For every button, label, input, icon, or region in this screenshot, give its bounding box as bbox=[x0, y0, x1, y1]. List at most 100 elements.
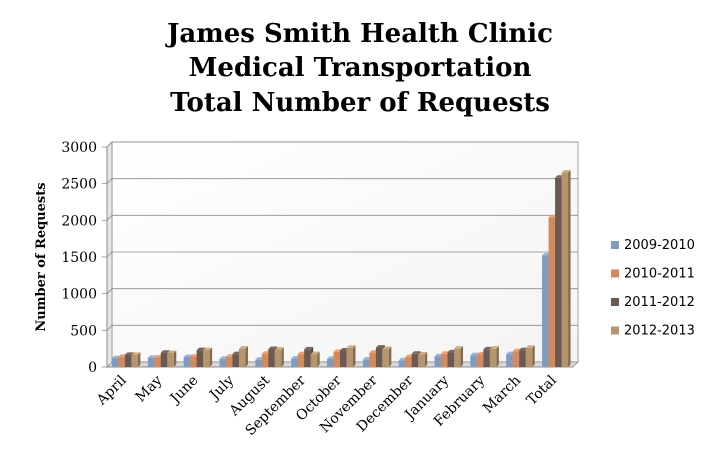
bar bbox=[310, 351, 320, 367]
bar-front bbox=[160, 352, 168, 367]
legend-item: 2012-2013 bbox=[611, 324, 695, 339]
bar-top bbox=[346, 345, 356, 348]
bar-front bbox=[561, 172, 569, 367]
legend: 2009-2010 2010-2011 2011-2012 2012-2013 bbox=[611, 238, 695, 339]
bar-front bbox=[225, 356, 233, 367]
bar bbox=[561, 170, 571, 367]
bar-top bbox=[147, 355, 157, 358]
bar-front bbox=[375, 347, 383, 367]
bar-front bbox=[111, 358, 119, 367]
bar-front bbox=[196, 350, 204, 367]
bar-front bbox=[167, 353, 174, 367]
bar bbox=[131, 352, 141, 367]
bar-front bbox=[131, 354, 138, 367]
bar-top bbox=[196, 347, 206, 351]
bar-side bbox=[173, 350, 177, 367]
bar-side bbox=[532, 345, 535, 367]
legend-item: 2010-2011 bbox=[611, 267, 695, 282]
bar-side bbox=[353, 345, 356, 367]
bar-top bbox=[304, 346, 314, 350]
legend-label: 2012-2013 bbox=[624, 324, 695, 339]
x-tick-label: May bbox=[133, 372, 166, 405]
bar bbox=[346, 345, 356, 367]
bar-top bbox=[160, 350, 170, 353]
bar-side bbox=[460, 346, 464, 367]
y-tick-label: 2000 bbox=[61, 213, 97, 229]
bar-top bbox=[525, 345, 535, 348]
bar-front bbox=[542, 255, 549, 367]
legend-label: 2011-2012 bbox=[624, 295, 695, 310]
bar-side bbox=[281, 347, 284, 367]
bar-front bbox=[255, 359, 262, 367]
bar-front bbox=[261, 353, 269, 367]
bar-front bbox=[346, 347, 353, 367]
bar-front bbox=[147, 357, 155, 367]
bar-front bbox=[405, 357, 412, 367]
bar-front bbox=[124, 354, 132, 367]
legend-swatch bbox=[611, 241, 619, 249]
bar-side bbox=[496, 346, 499, 367]
y-tick-label: 0 bbox=[88, 360, 97, 376]
x-tick-label: Total bbox=[524, 372, 561, 409]
legend-label: 2009-2010 bbox=[624, 238, 695, 253]
bar bbox=[418, 352, 428, 367]
bar-top bbox=[167, 350, 177, 354]
chart-title-line-2: Medical Transportation bbox=[189, 53, 532, 83]
legend-label: 2010-2011 bbox=[624, 267, 695, 282]
bar-side bbox=[209, 347, 213, 367]
legend-swatch bbox=[611, 269, 619, 278]
bar-top bbox=[268, 346, 278, 350]
bar-top bbox=[310, 351, 320, 355]
gridline bbox=[106, 288, 578, 294]
gridline bbox=[106, 251, 578, 258]
legend-item: 2011-2012 bbox=[611, 295, 695, 310]
bar-front bbox=[512, 351, 520, 367]
bar-top bbox=[382, 346, 392, 350]
bar-front bbox=[304, 349, 311, 367]
bar-front bbox=[291, 358, 298, 367]
bar-front bbox=[238, 348, 246, 367]
bar-front bbox=[411, 353, 419, 367]
chart-title-line-1: James Smith Health Clinic bbox=[165, 19, 553, 49]
chart-title-line-3: Total Number of Requests bbox=[170, 88, 550, 118]
gridline bbox=[106, 178, 578, 184]
bar bbox=[274, 347, 284, 367]
bar-front bbox=[555, 177, 562, 367]
legend-swatch bbox=[611, 326, 619, 335]
bar-front bbox=[190, 356, 197, 367]
gridline bbox=[106, 214, 578, 221]
y-axis-label: Number of Requests bbox=[34, 182, 49, 331]
bar-front bbox=[447, 352, 455, 367]
gridline bbox=[106, 141, 578, 148]
bar-front bbox=[118, 356, 125, 367]
bar-front bbox=[548, 217, 556, 367]
bar-front bbox=[203, 350, 210, 367]
bar-front bbox=[232, 354, 239, 367]
bar-top bbox=[489, 346, 499, 349]
bar-front bbox=[519, 350, 526, 367]
y-tick-label: 1500 bbox=[61, 250, 97, 266]
bar-top bbox=[454, 346, 464, 349]
chart-title: James Smith Health Clinic Medical Transp… bbox=[165, 19, 553, 118]
bar bbox=[489, 346, 499, 367]
bar bbox=[238, 346, 248, 367]
bar bbox=[382, 346, 392, 367]
bar-front bbox=[333, 351, 340, 367]
bar-front bbox=[154, 357, 161, 367]
bar-front bbox=[441, 353, 448, 367]
bar-front bbox=[454, 348, 461, 367]
bar-top bbox=[203, 347, 213, 351]
bar-front bbox=[310, 354, 318, 367]
bar-front bbox=[327, 358, 334, 367]
bar-top bbox=[375, 345, 385, 348]
x-tick-label: June bbox=[166, 373, 201, 408]
bar bbox=[167, 350, 177, 367]
bar-top bbox=[274, 347, 284, 350]
bar-side bbox=[568, 170, 571, 367]
legend-swatch bbox=[611, 298, 619, 306]
bar-front bbox=[434, 356, 442, 367]
bar-front bbox=[470, 355, 477, 367]
bar-side bbox=[317, 351, 320, 367]
bar-front bbox=[274, 349, 282, 367]
